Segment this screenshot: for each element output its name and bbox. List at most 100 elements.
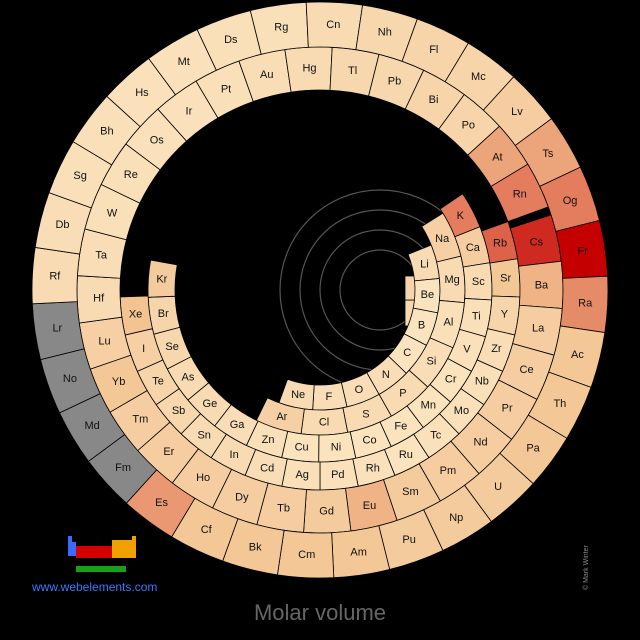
element-symbol-dy: Dy bbox=[235, 491, 249, 503]
element-symbol-w: W bbox=[107, 208, 118, 220]
element-symbol-lu: Lu bbox=[98, 335, 110, 347]
element-symbol-hg: Hg bbox=[302, 63, 316, 75]
element-symbol-bi: Bi bbox=[429, 94, 439, 106]
element-symbol-ta: Ta bbox=[95, 249, 108, 261]
element-symbol-ts: Ts bbox=[542, 148, 554, 160]
element-symbol-s: S bbox=[362, 408, 369, 420]
element-symbol-at: At bbox=[492, 151, 502, 163]
element-symbol-sr: Sr bbox=[500, 273, 511, 285]
element-symbol-re: Re bbox=[124, 169, 138, 181]
element-symbol-kr: Kr bbox=[156, 274, 167, 286]
element-cell-og[interactable] bbox=[539, 166, 600, 232]
element-symbol-cs: Cs bbox=[530, 236, 544, 248]
element-symbol-ho: Ho bbox=[196, 472, 210, 484]
element-symbol-ag: Ag bbox=[295, 469, 308, 481]
element-symbol-fl: Fl bbox=[429, 44, 438, 56]
element-symbol-og: Og bbox=[563, 195, 578, 207]
element-symbol-tb: Tb bbox=[277, 502, 290, 514]
element-symbol-lr: Lr bbox=[52, 323, 62, 335]
element-symbol-ra: Ra bbox=[578, 297, 593, 309]
element-symbol-li: Li bbox=[420, 258, 429, 270]
element-symbol-os: Os bbox=[150, 134, 165, 146]
element-symbol-au: Au bbox=[260, 69, 273, 81]
element-symbol-ge: Ge bbox=[203, 398, 218, 410]
element-symbol-tc: Tc bbox=[430, 430, 442, 442]
element-symbol-cu: Cu bbox=[295, 441, 309, 453]
element-symbol-tm: Tm bbox=[132, 414, 148, 426]
webelements-link[interactable]: www.webelements.com bbox=[32, 580, 158, 594]
element-cell-kr[interactable] bbox=[147, 259, 178, 298]
element-symbol-y: Y bbox=[501, 308, 509, 320]
element-symbol-si: Si bbox=[427, 356, 437, 368]
element-symbol-b: B bbox=[418, 319, 425, 331]
element-symbol-sc: Sc bbox=[472, 276, 485, 288]
element-symbol-fm: Fm bbox=[115, 462, 131, 474]
element-symbol-la: La bbox=[532, 322, 545, 334]
element-symbol-pm: Pm bbox=[440, 465, 457, 477]
element-cells: HHeLiBeBCNOFNeNaMgAlSiPSClArKCaScTiVCrMn… bbox=[31, 1, 609, 579]
element-symbol-be: Be bbox=[421, 289, 434, 301]
element-symbol-bh: Bh bbox=[100, 126, 113, 138]
element-symbol-no: No bbox=[63, 373, 77, 385]
element-symbol-nd: Nd bbox=[474, 437, 488, 449]
element-symbol-pr: Pr bbox=[502, 403, 513, 415]
element-symbol-sn: Sn bbox=[197, 430, 210, 442]
element-symbol-np: Np bbox=[449, 512, 463, 524]
element-symbol-mo: Mo bbox=[454, 405, 469, 417]
element-symbol-rg: Rg bbox=[274, 21, 288, 33]
element-symbol-rb: Rb bbox=[493, 237, 507, 249]
element-symbol-zr: Zr bbox=[491, 343, 502, 355]
element-symbol-eu: Eu bbox=[363, 500, 376, 512]
element-symbol-mn: Mn bbox=[421, 400, 436, 412]
element-symbol-er: Er bbox=[163, 446, 174, 458]
element-symbol-ti: Ti bbox=[472, 310, 481, 322]
copyright-credit: © Mark Winter bbox=[583, 545, 590, 590]
webelements-logo bbox=[68, 536, 136, 572]
element-symbol-pa: Pa bbox=[526, 442, 540, 454]
element-symbol-na: Na bbox=[435, 233, 450, 245]
element-symbol-rh: Rh bbox=[366, 462, 380, 474]
element-symbol-co: Co bbox=[363, 435, 377, 447]
element-symbol-u: U bbox=[494, 481, 502, 493]
element-symbol-cd: Cd bbox=[260, 462, 274, 474]
element-symbol-k: K bbox=[457, 210, 465, 222]
element-symbol-ar: Ar bbox=[276, 411, 287, 423]
element-symbol-nh: Nh bbox=[378, 27, 392, 39]
element-symbol-ac: Ac bbox=[571, 349, 584, 361]
element-symbol-br: Br bbox=[158, 308, 169, 320]
element-symbol-es: Es bbox=[155, 497, 168, 509]
element-symbol-p: P bbox=[399, 387, 406, 399]
element-symbol-sb: Sb bbox=[172, 405, 185, 417]
element-symbol-tl: Tl bbox=[348, 65, 357, 77]
element-symbol-n: N bbox=[382, 369, 390, 381]
element-symbol-bk: Bk bbox=[249, 541, 262, 553]
element-symbol-th: Th bbox=[553, 398, 566, 410]
element-symbol-pt: Pt bbox=[221, 83, 231, 95]
element-symbol-ir: Ir bbox=[186, 105, 193, 117]
element-symbol-po: Po bbox=[462, 119, 475, 131]
element-symbol-cl: Cl bbox=[319, 416, 329, 428]
element-symbol-in: In bbox=[230, 449, 239, 461]
element-symbol-f: F bbox=[326, 391, 333, 403]
element-symbol-ru: Ru bbox=[399, 449, 413, 461]
element-symbol-cn: Cn bbox=[326, 19, 340, 31]
element-symbol-sm: Sm bbox=[402, 486, 419, 498]
element-symbol-mc: Mc bbox=[471, 71, 486, 83]
element-symbol-cf: Cf bbox=[201, 524, 213, 536]
element-symbol-fr: Fr bbox=[577, 245, 588, 257]
element-symbol-ca: Ca bbox=[466, 242, 481, 254]
element-symbol-pu: Pu bbox=[402, 534, 415, 546]
element-symbol-ga: Ga bbox=[230, 419, 246, 431]
element-symbol-v: V bbox=[463, 343, 471, 355]
element-symbol-o: O bbox=[355, 384, 364, 396]
element-symbol-c: C bbox=[403, 347, 411, 359]
element-symbol-ba: Ba bbox=[535, 279, 549, 291]
element-symbol-se: Se bbox=[165, 341, 178, 353]
element-symbol-ne: Ne bbox=[291, 389, 305, 401]
element-symbol-ds: Ds bbox=[224, 34, 238, 46]
element-symbol-i: I bbox=[142, 343, 145, 355]
element-symbol-hs: Hs bbox=[135, 87, 149, 99]
element-symbol-ce: Ce bbox=[520, 364, 534, 376]
element-symbol-pd: Pd bbox=[331, 469, 344, 481]
